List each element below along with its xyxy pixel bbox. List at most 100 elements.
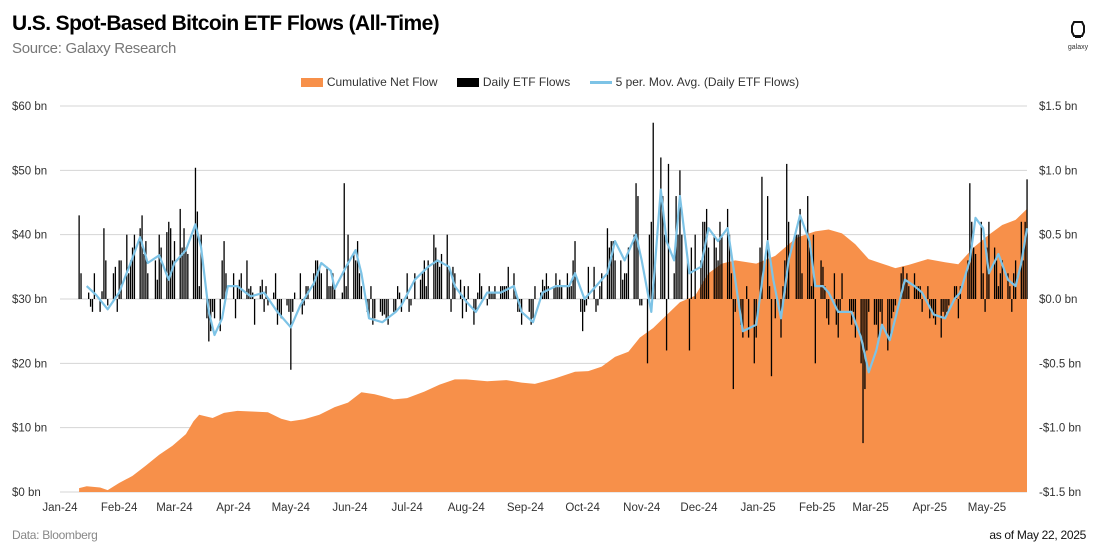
daily-flow-bar [822, 266, 824, 299]
daily-flow-bar [921, 299, 923, 312]
daily-flow-bar [879, 299, 881, 312]
daily-flow-bar [997, 286, 1000, 299]
logo-wordmark: galaxy [1067, 44, 1089, 51]
daily-flow-bar [746, 286, 748, 299]
daily-flow-bar [801, 273, 803, 299]
daily-flow-bar [730, 273, 733, 299]
daily-flow-bar [797, 234, 799, 299]
daily-flow-bar [370, 286, 372, 299]
daily-flow-bar [679, 170, 681, 299]
y-left-tick-label: $50 bn [12, 165, 47, 177]
legend-item-moving-average: 5 per. Mov. Avg. (Daily ETF Flows) [589, 74, 800, 89]
daily-flow-bar [715, 247, 717, 299]
daily-flow-bar [112, 273, 115, 299]
daily-flow-bar [608, 247, 611, 299]
daily-bars-layer [78, 122, 1028, 444]
legend-label-moving-average: 5 per. Mov. Avg. (Daily ETF Flows) [615, 74, 800, 89]
x-tick-label: Aug-24 [448, 502, 486, 514]
daily-flow-bar [877, 299, 879, 338]
daily-flow-bar [280, 299, 282, 319]
daily-flow-bar [183, 228, 185, 299]
daily-flow-bar [860, 299, 862, 364]
legend-item-daily: Daily ETF Flows [456, 74, 571, 89]
daily-flow-bar [835, 299, 837, 325]
daily-flow-bar [126, 234, 128, 299]
daily-flow-bar [477, 292, 479, 299]
daily-flow-bar [181, 247, 183, 299]
daily-flow-bar [128, 273, 130, 299]
daily-flow-bar [438, 266, 441, 299]
daily-flow-bar [864, 299, 866, 390]
daily-flow-bar [486, 299, 488, 306]
daily-flow-bar [120, 260, 122, 299]
daily-flow-bar [664, 234, 666, 299]
x-tick-label: Oct-24 [565, 502, 600, 514]
daily-flow-bar [650, 221, 652, 299]
daily-flow-bar [984, 299, 986, 312]
daily-flow-bar [158, 234, 160, 299]
daily-flow-bar [944, 299, 946, 319]
daily-flow-bar [89, 299, 92, 307]
daily-flow-bar [263, 299, 265, 312]
daily-flow-bar [290, 299, 292, 370]
daily-flow-bar [980, 221, 982, 299]
daily-flow-bar [919, 286, 921, 299]
daily-flow-bar [211, 299, 214, 312]
daily-flow-bar [837, 299, 839, 338]
daily-flow-bar [173, 241, 176, 299]
daily-flow-bar [717, 260, 719, 299]
daily-flow-bar [192, 234, 195, 299]
daily-flow-bar [187, 253, 189, 299]
legend-label-cumulative: Cumulative Net Flow [326, 74, 438, 89]
daily-flow-bar [866, 299, 868, 351]
daily-flow-bar [908, 286, 910, 299]
daily-flow-bar [726, 208, 729, 299]
daily-flow-bar [561, 286, 563, 299]
y-left-tick-label: $30 bn [12, 294, 47, 306]
daily-flow-bar [385, 299, 387, 319]
axis-labels: $0 bn $10 bn $20 bn $30 bn $40 bn $50 bn $60 b… [12, 101, 1081, 514]
daily-flow-bar [688, 299, 691, 351]
daily-flow-bar [492, 292, 494, 299]
daily-flow-bar [91, 299, 94, 312]
daily-flow-bar [305, 286, 307, 299]
daily-flow-bar [273, 292, 275, 299]
daily-flow-bar [728, 234, 731, 299]
daily-flow-bar [627, 247, 630, 299]
daily-flow-bar [942, 299, 944, 312]
daily-flow-bar [395, 299, 397, 312]
daily-flow-bar [660, 157, 662, 299]
daily-flow-bar [940, 299, 942, 338]
daily-flow-bar [179, 208, 181, 299]
daily-flow-bar [784, 260, 786, 299]
daily-flow-bar [168, 221, 170, 299]
daily-flow-bar [595, 299, 597, 312]
daily-flow-bar [234, 299, 237, 319]
daily-flow-bar [770, 299, 773, 377]
daily-flow-bar [999, 273, 1001, 299]
daily-flow-bar [406, 273, 408, 299]
daily-flow-bar [931, 299, 933, 312]
daily-flow-bar [620, 260, 622, 299]
daily-flow-bar [889, 299, 891, 338]
daily-flow-bar [681, 234, 683, 299]
daily-flow-bar [570, 286, 572, 299]
x-tick-label: Jan-24 [42, 502, 78, 514]
daily-flow-bar [408, 299, 410, 312]
y-left-tick-label: $10 bn [12, 423, 47, 435]
daily-flow-bar [459, 279, 462, 299]
daily-flow-bar [253, 299, 256, 325]
data-source-note: Data: Bloomberg [12, 528, 98, 542]
daily-flow-bar [398, 292, 401, 299]
legend-label-daily: Daily ETF Flows [482, 74, 571, 89]
daily-flow-bar [694, 234, 696, 299]
daily-flow-bar [185, 247, 187, 299]
daily-flow-bar [1009, 286, 1011, 299]
daily-flow-bar [599, 286, 601, 299]
daily-flow-bar [810, 286, 813, 299]
daily-flow-bar [610, 241, 612, 299]
daily-flow-bar [171, 260, 174, 299]
daily-flow-bar [88, 292, 90, 299]
daily-flow-bar [223, 241, 225, 299]
daily-flow-bar [170, 228, 172, 299]
